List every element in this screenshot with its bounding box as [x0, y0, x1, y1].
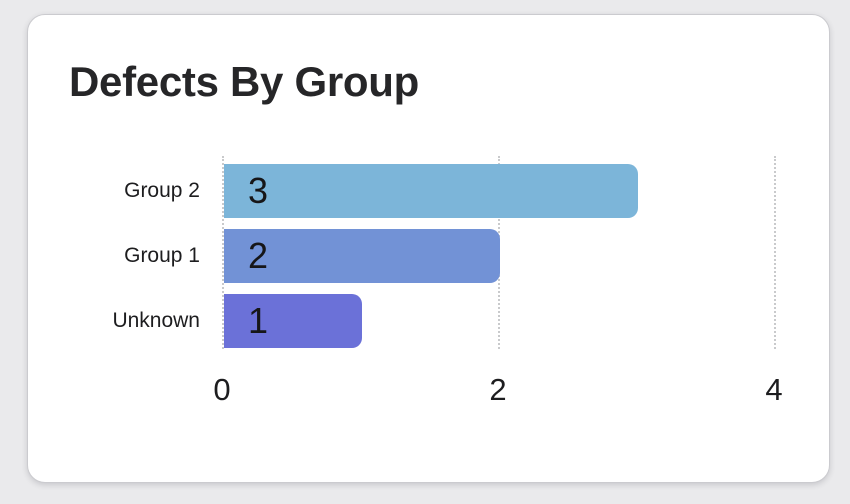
- x-tick-label: 2: [489, 372, 507, 407]
- chart-title: Defects By Group: [69, 58, 419, 105]
- category-label: Group 1: [124, 244, 200, 267]
- bar-value-label: 2: [248, 235, 269, 276]
- bar-group-2[interactable]: 3: [224, 164, 638, 218]
- x-tick-label: 0: [213, 372, 231, 407]
- category-label: Group 2: [124, 179, 200, 202]
- x-tick-label: 4: [765, 372, 783, 407]
- x-gridline: [222, 156, 224, 349]
- bar-value-label: 3: [248, 170, 269, 211]
- bar-chart: 0 2 4 Group 2 3 Group 1 2 Unknown 1: [28, 15, 829, 482]
- x-gridline: [774, 156, 776, 349]
- bar-group-1[interactable]: 2: [224, 229, 500, 283]
- defects-by-group-card: Defects By Group 0 2 4 Group 2 3 Group 1 2 Unkn…: [27, 14, 830, 483]
- category-label: Unknown: [112, 309, 200, 332]
- bar-unknown[interactable]: 1: [224, 294, 362, 348]
- bar-value-label: 1: [248, 300, 269, 341]
